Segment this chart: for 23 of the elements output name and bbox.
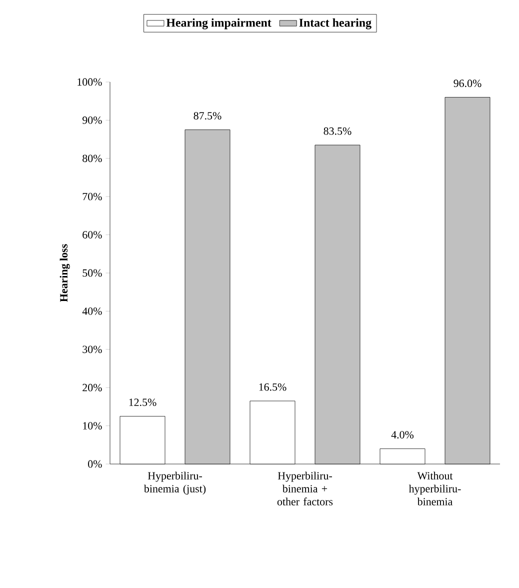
data-label: 12.5% [129,398,156,406]
legend-label: Hearing impairment [166,18,272,30]
x-tick-label: Without hyperbiliru-binemia [408,472,461,506]
data-label: 83.5% [324,127,352,135]
data-label: 96.0% [454,80,482,88]
data-label: 87.5% [194,112,222,120]
y-tick-label: 70% [82,192,102,200]
x-tick-label: Hyperbiliru-binemia (just) [144,472,206,495]
data-label: 16.5% [259,383,286,391]
y-tick-label: 50% [82,269,102,277]
y-tick-label: 40% [82,307,102,315]
y-tick-label: 80% [82,154,102,162]
y-tick-label: 100% [78,78,102,86]
y-axis-title: Hearing loss [60,244,70,302]
y-tick-label: 30% [82,346,102,354]
data-label: 4.0% [391,431,414,439]
y-tick-label: 60% [82,231,102,239]
y-tick-label: 90% [82,116,102,124]
y-tick-label: 20% [82,384,102,392]
y-tick-label: 10% [83,422,102,430]
legend-label: Intact hearing [299,18,372,30]
x-tick-label: Hyperbiliru-binemia + other factors [277,472,333,506]
y-tick-label: 0% [88,460,102,468]
